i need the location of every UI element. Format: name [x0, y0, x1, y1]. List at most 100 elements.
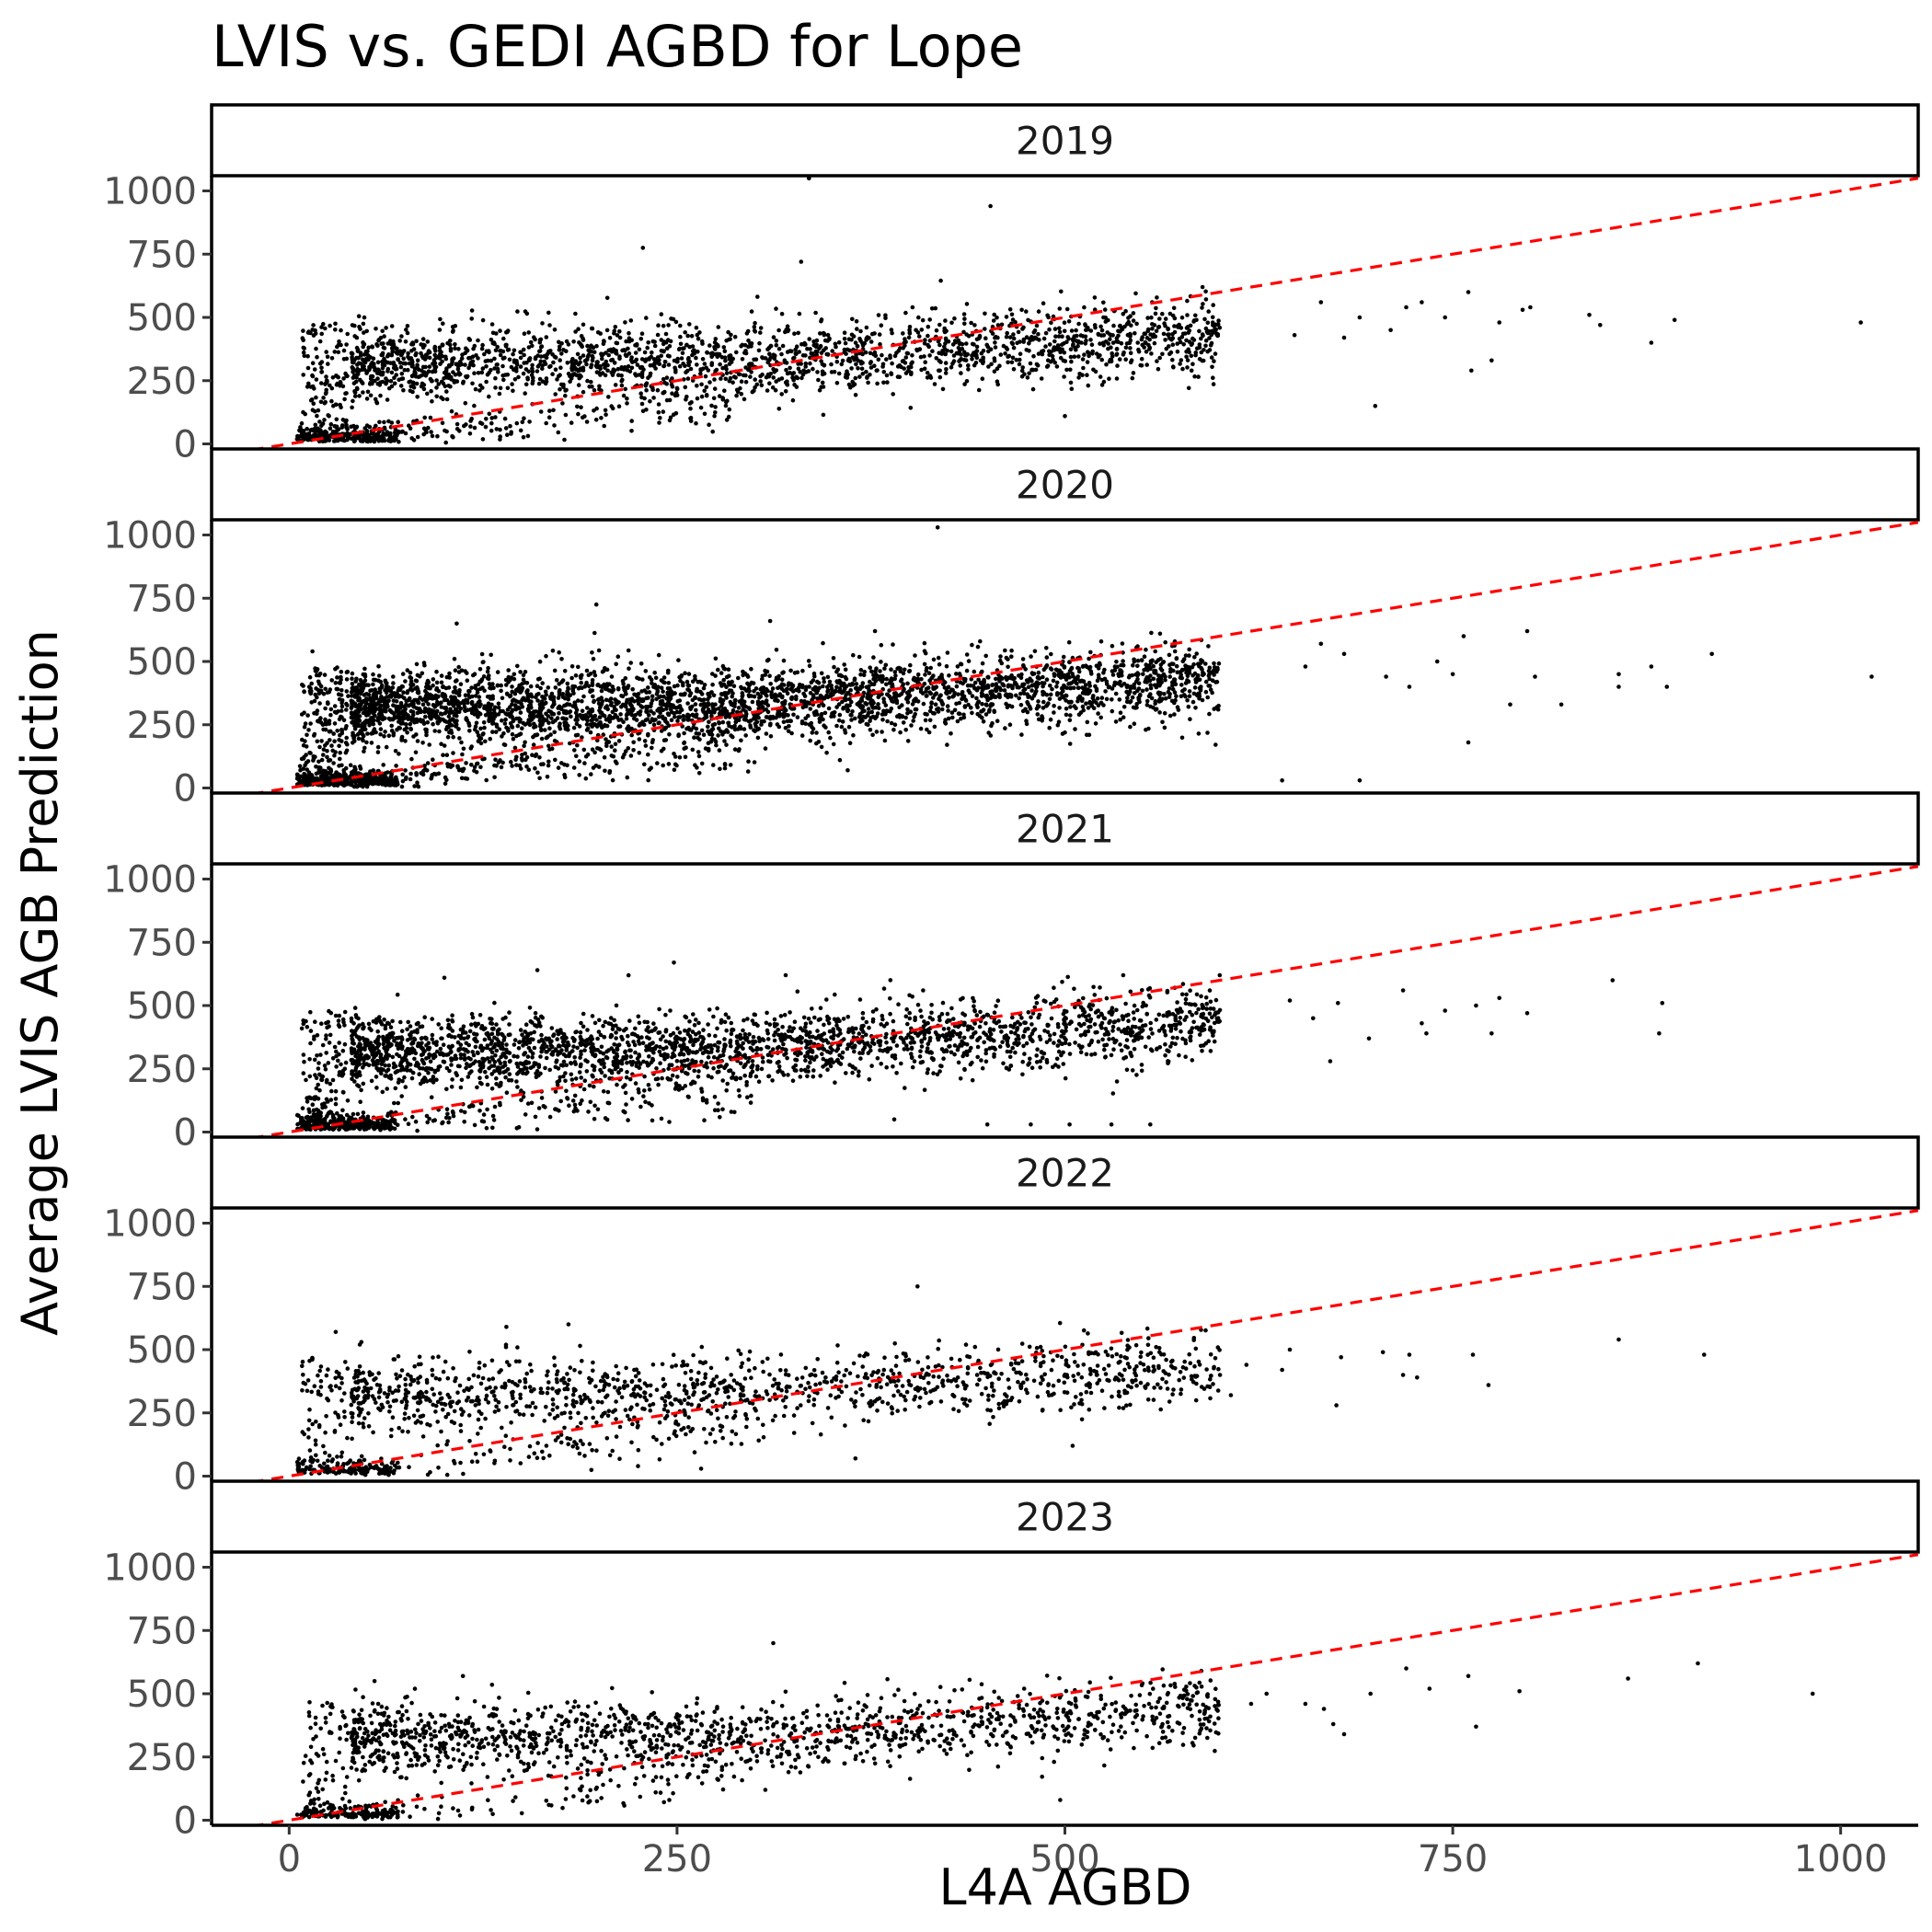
- data-point: [358, 377, 362, 383]
- data-point: [1205, 320, 1211, 326]
- data-point: [1019, 307, 1024, 313]
- data-point: [1190, 362, 1195, 367]
- data-point: [1169, 698, 1175, 704]
- data-point: [499, 349, 503, 353]
- data-point: [397, 349, 403, 354]
- data-point: [553, 392, 558, 397]
- data-point: [355, 732, 361, 737]
- data-point: [584, 362, 589, 367]
- data-point: [946, 339, 951, 344]
- data-point: [372, 362, 376, 366]
- data-point: [535, 770, 540, 776]
- data-point: [888, 353, 892, 358]
- data-point: [498, 385, 503, 391]
- data-point: [683, 754, 688, 760]
- data-point: [1153, 649, 1157, 654]
- data-point: [466, 365, 471, 371]
- data-point: [1062, 351, 1067, 355]
- data-point: [693, 673, 697, 679]
- data-point: [651, 357, 657, 362]
- data-point: [897, 374, 903, 380]
- data-point: [1017, 696, 1021, 701]
- data-point: [609, 744, 614, 749]
- data-point: [356, 314, 362, 319]
- data-point: [558, 365, 563, 371]
- data-point: [403, 339, 408, 344]
- data-point: [653, 675, 659, 681]
- data-point: [628, 753, 634, 758]
- data-point: [876, 695, 881, 700]
- data-point: [518, 428, 523, 433]
- data-point: [934, 328, 939, 333]
- data-point: [732, 727, 738, 732]
- data-point: [757, 340, 762, 346]
- data-point: [354, 335, 360, 340]
- data-point: [1192, 374, 1197, 379]
- data-point: [432, 352, 438, 358]
- data-point: [515, 663, 520, 669]
- data-point: [330, 375, 336, 380]
- data-point: [319, 370, 325, 374]
- data-point: [939, 351, 945, 356]
- data-point: [547, 747, 552, 752]
- data-point: [578, 373, 582, 378]
- data-point: [659, 685, 664, 690]
- data-point: [544, 379, 549, 385]
- data-point: [827, 336, 832, 341]
- data-point: [494, 362, 500, 367]
- data-point: [439, 705, 444, 709]
- data-point: [767, 381, 772, 386]
- data-point: [937, 374, 943, 380]
- data-point: [450, 329, 455, 334]
- data-point: [1018, 691, 1023, 696]
- data-point: [726, 329, 730, 335]
- data-point: [498, 427, 502, 432]
- data-point: [427, 364, 432, 369]
- data-point: [382, 420, 386, 425]
- data-point: [623, 749, 628, 753]
- data-point: [927, 353, 932, 358]
- data-point: [1106, 346, 1110, 351]
- data-point: [1156, 324, 1162, 329]
- data-point: [374, 400, 380, 406]
- data-point: [764, 731, 769, 736]
- data-point: [303, 721, 308, 726]
- data-point: [746, 362, 752, 367]
- data-point: [355, 386, 360, 392]
- data-point: [1188, 717, 1192, 721]
- data-point: [696, 337, 701, 341]
- data-point: [626, 648, 631, 653]
- data-point: [540, 379, 546, 385]
- data-point: [677, 698, 683, 703]
- chart-title: LVIS vs. GEDI AGBD for Lope: [212, 13, 1023, 80]
- data-point: [535, 369, 540, 374]
- data-point: [854, 318, 859, 324]
- data-point: [1019, 732, 1024, 737]
- data-point: [755, 294, 760, 299]
- data-point: [397, 715, 403, 720]
- data-point: [1011, 336, 1017, 341]
- data-point: [323, 717, 328, 722]
- data-point: [903, 310, 908, 316]
- data-point: [547, 408, 552, 413]
- data-point: [1088, 650, 1093, 655]
- data-point: [629, 698, 634, 703]
- data-point: [484, 364, 489, 369]
- data-point: [453, 668, 458, 673]
- data-point: [922, 366, 927, 372]
- data-point: [507, 357, 512, 362]
- data-point: [537, 776, 542, 781]
- data-point: [421, 383, 427, 387]
- data-point: [1018, 357, 1022, 362]
- data-point: [1041, 706, 1046, 710]
- data-point: [493, 415, 498, 420]
- data-point: [1061, 654, 1066, 660]
- data-point: [579, 405, 583, 410]
- data-point: [1148, 332, 1153, 337]
- data-point: [570, 373, 575, 378]
- data-point: [409, 358, 415, 363]
- data-point: [420, 702, 426, 707]
- data-point: [902, 340, 907, 345]
- data-point: [644, 316, 649, 320]
- data-point: [753, 377, 757, 382]
